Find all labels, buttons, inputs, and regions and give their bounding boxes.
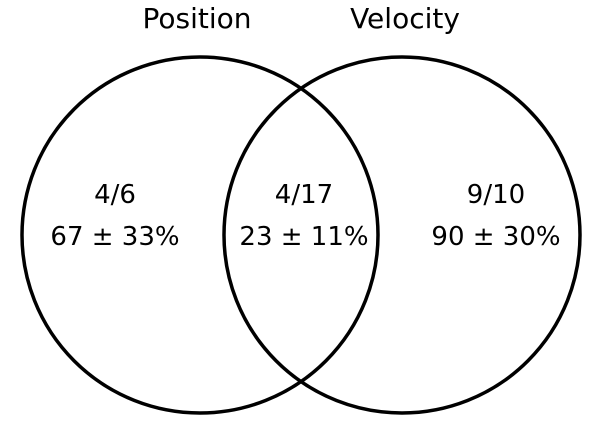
region-velocity-only-fraction: 9/10 bbox=[467, 180, 525, 210]
velocity-circle bbox=[222, 55, 582, 415]
region-overlap-percent: 23 ± 11% bbox=[239, 222, 368, 252]
region-position-only-fraction: 4/6 bbox=[94, 180, 136, 210]
region-overlap-fraction: 4/17 bbox=[275, 180, 333, 210]
region-position-only-percent: 67 ± 33% bbox=[50, 222, 179, 252]
position-circle bbox=[20, 55, 380, 415]
region-velocity-only-percent: 90 ± 30% bbox=[431, 222, 560, 252]
set-label-velocity: Velocity bbox=[350, 2, 460, 35]
set-label-position: Position bbox=[142, 2, 251, 35]
